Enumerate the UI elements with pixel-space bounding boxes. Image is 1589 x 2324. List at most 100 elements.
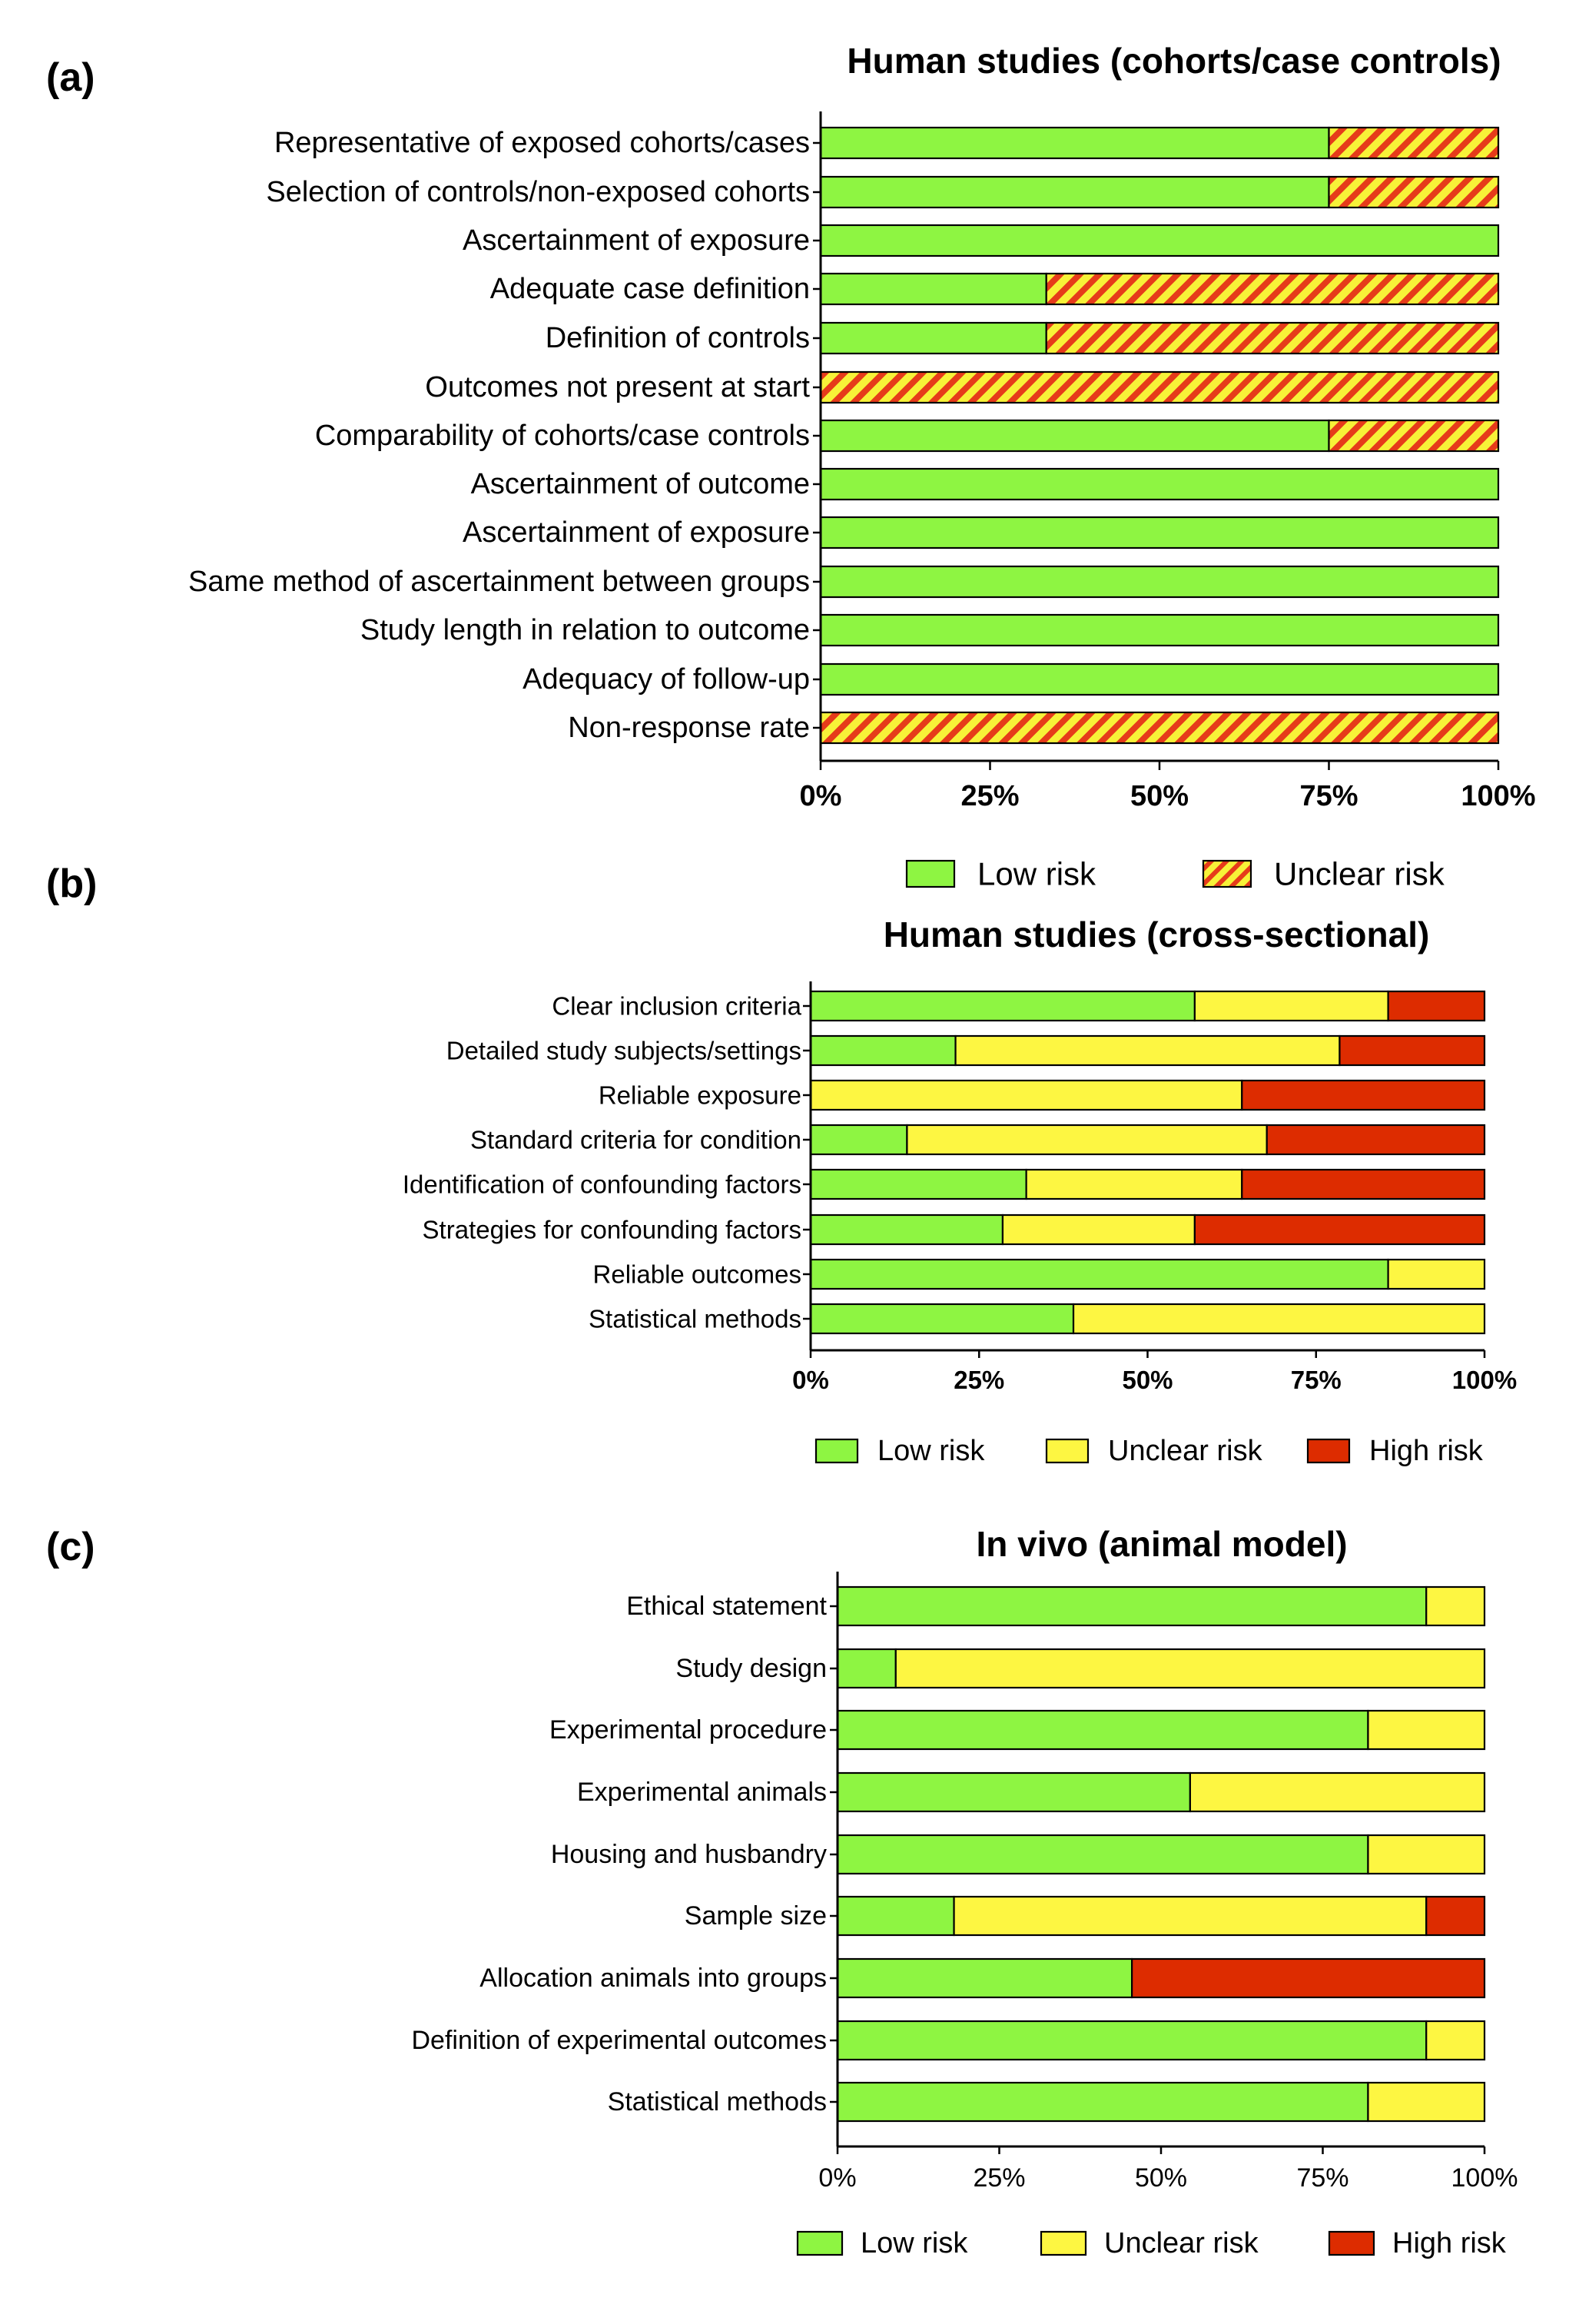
legend-label: High risk	[1369, 1435, 1484, 1467]
category-label: Allocation animals into groups	[479, 1964, 827, 1993]
category-label: Experimental animals	[577, 1778, 827, 1807]
bar-segment-high	[1425, 1895, 1486, 1937]
bar-segment-low	[819, 467, 1500, 501]
category-label: Same method of ascertainment between gro…	[188, 566, 810, 598]
category-label: Adequate case definition	[490, 273, 810, 305]
category-label: Reliable outcomes	[593, 1260, 801, 1289]
bar-segment-low	[819, 175, 1330, 209]
bar-segment-low	[836, 1771, 1191, 1813]
panel-label: (a)	[46, 55, 95, 100]
bar-segment-low	[819, 321, 1047, 355]
chart-title: Human studies (cross-sectional)	[884, 915, 1430, 954]
chart-panel-0: (a) Human studies (cohorts/case controls)…	[46, 41, 1536, 892]
bar-segment-low	[836, 1709, 1369, 1751]
bar-segment-unclear	[1025, 1168, 1243, 1200]
x-tick-label: 75%	[1291, 1366, 1342, 1394]
category-label: Strategies for confounding factors	[423, 1216, 801, 1244]
legend-label: High risk	[1392, 2227, 1507, 2259]
x-tick-label: 50%	[1122, 1366, 1173, 1394]
panel-label: (b)	[46, 862, 97, 906]
bar-segment-low	[819, 126, 1330, 160]
bar-segment-low	[819, 565, 1500, 599]
category-label: Ethical statement	[626, 1592, 827, 1621]
category-label: Selection of controls/non-exposed cohort…	[266, 176, 810, 208]
bar-segment-low	[809, 1303, 1075, 1335]
x-tick-label: 50%	[1130, 780, 1189, 812]
bar-segment-unclear	[1387, 1258, 1486, 1290]
bar-segment-low	[809, 990, 1196, 1022]
bar-segment-unclear	[906, 1124, 1268, 1156]
category-label: Study design	[675, 1654, 827, 1683]
bar-segment-high	[1193, 1213, 1486, 1246]
category-label: Reliable exposure	[599, 1081, 801, 1110]
bar-segment-low	[809, 1034, 957, 1067]
bar-segment-unclear	[1072, 1303, 1486, 1335]
bar-segment-low	[809, 1124, 908, 1156]
bar-segment-high	[1241, 1168, 1486, 1200]
legend-swatch-high	[1328, 2230, 1375, 2256]
bar-segment-unclear	[954, 1034, 1341, 1067]
category-label: Comparability of cohorts/case controls	[315, 420, 810, 452]
bar-segment-unclear	[894, 1648, 1486, 1689]
legend-swatch-hatch	[1202, 859, 1252, 888]
x-tick-label: 0%	[818, 2163, 856, 2193]
bar-segment-low	[836, 2020, 1428, 2061]
bar-segment-unclear	[1367, 2081, 1486, 2123]
category-label: Statistical methods	[608, 2087, 827, 2116]
bar-segment-hatch	[1045, 272, 1500, 306]
bar-segment-low	[809, 1258, 1389, 1290]
bar-segment-unclear	[953, 1895, 1428, 1937]
bar-segment-low	[819, 613, 1500, 647]
bar-segment-unclear	[1367, 1834, 1486, 1875]
bar-segment-high	[1266, 1124, 1486, 1156]
x-tick-label: 100%	[1452, 1366, 1517, 1394]
legend-swatch-unclear	[1045, 1438, 1090, 1464]
bar-segment-low	[836, 1895, 955, 1937]
category-label: Sample size	[685, 1901, 827, 1931]
legend-label: Low risk	[877, 1435, 985, 1467]
category-label: Statistical methods	[589, 1305, 801, 1333]
bar-segment-hatch	[819, 370, 1500, 404]
bar-segment-unclear	[1193, 990, 1389, 1022]
category-label: Identification of confounding factors	[403, 1170, 801, 1199]
x-tick-label: 0%	[800, 780, 842, 812]
x-tick-label: 75%	[1296, 2163, 1348, 2193]
category-label: Study length in relation to outcome	[360, 614, 810, 646]
bar-segment-unclear	[1189, 1771, 1486, 1813]
bar-segment-hatch	[819, 711, 1500, 745]
category-label: Clear inclusion criteria	[552, 992, 801, 1021]
bar-segment-high	[1131, 1957, 1486, 1999]
category-label: Housing and husbandry	[551, 1840, 827, 1869]
bar-segment-low	[819, 662, 1500, 696]
legend-label: Unclear risk	[1108, 1435, 1263, 1467]
category-label: Non-response rate	[568, 712, 810, 744]
category-label: Ascertainment of outcome	[471, 468, 810, 500]
bar-segment-hatch	[1045, 321, 1500, 355]
bar-segment-low	[836, 2081, 1369, 2123]
x-tick-label: 0%	[792, 1366, 829, 1394]
legend-swatch-low	[814, 1438, 859, 1464]
bar-segment-low	[836, 1834, 1369, 1875]
category-label: Ascertainment of exposure	[463, 224, 810, 257]
category-label: Outcomes not present at start	[425, 371, 810, 403]
bar-segment-unclear	[1001, 1213, 1196, 1246]
bar-segment-low	[836, 1648, 897, 1689]
bar-segment-hatch	[1328, 175, 1500, 209]
x-tick-label: 25%	[954, 1366, 1004, 1394]
bar-segment-unclear	[1425, 2020, 1486, 2061]
category-label: Experimental procedure	[549, 1715, 827, 1745]
bar-segment-low	[819, 272, 1047, 306]
x-tick-label: 100%	[1451, 2163, 1518, 2193]
bar-segment-low	[819, 419, 1330, 453]
chart-panel-1: (b) Human studies (cross-sectional) Clear …	[46, 862, 1517, 1467]
legend-swatch-high	[1306, 1438, 1351, 1464]
bar-segment-unclear	[1425, 1585, 1486, 1627]
category-label: Definition of experimental outcomes	[412, 2026, 828, 2055]
bar-segment-low	[809, 1168, 1027, 1200]
legend-swatch-low	[905, 859, 956, 888]
bar-segment-hatch	[1328, 419, 1500, 453]
bar-segment-high	[1387, 990, 1486, 1022]
bar-segment-low	[819, 224, 1500, 257]
category-label: Detailed study subjects/settings	[446, 1037, 801, 1065]
